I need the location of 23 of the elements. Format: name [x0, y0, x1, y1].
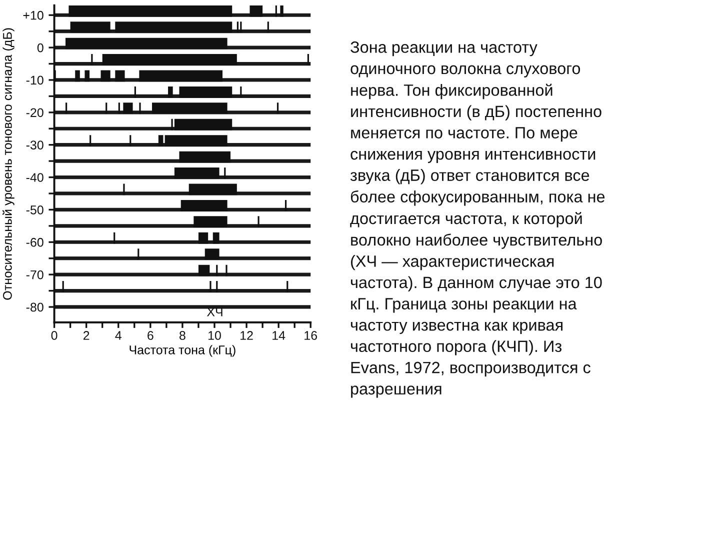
x-tick-label: 6 — [148, 331, 154, 340]
y-tick-label: -60 — [26, 238, 44, 247]
x-tick-label: 4 — [115, 331, 122, 340]
y-tick-label: -40 — [26, 173, 44, 182]
y-tick-label: -80 — [26, 302, 44, 312]
x-tick-label: 0 — [51, 331, 58, 340]
x-tick-label: 16 — [304, 331, 318, 340]
x-tick-label: 10 — [208, 331, 221, 340]
x-tick-label: 14 — [272, 331, 286, 340]
y-tick-label: -20 — [26, 108, 44, 118]
y-tick-label: -50 — [26, 205, 44, 214]
y-tick-label: 0 — [37, 43, 44, 52]
y-tick-label: -10 — [26, 76, 44, 85]
annotation: ХЧ — [206, 308, 222, 316]
x-tick-label: 2 — [83, 331, 90, 340]
y-tick-label: -70 — [26, 270, 44, 280]
x-tick-label: 8 — [180, 331, 186, 340]
y-tick-label: -30 — [26, 140, 44, 150]
y-axis-title: Относительный уровень тонового сигнала (дБ) — [2, 28, 14, 300]
text: Зона реакции на частоту одиночного волокна слухового нерва. Тон фиксированной интенсивности (в дБ) постепенно меняется по частоте. По мере снижения уровня интенсивности звука (дБ) ответ становится все более сфокусированным, пока не достигается частота, к которой волокно наиболее чувствительно (ХЧ — характеристическая частота). В данном случае это 10 кГц. Граница зоны реакции на частоту известна как кривая частотного порога (КЧП). Из Evans, 1972, воспроизводится с разрешения — [350, 41, 605, 398]
y-tick-label: +10 — [23, 10, 44, 20]
x-axis-title: Частота тона (кГц) — [130, 345, 236, 357]
x-tick-label: 12 — [240, 331, 253, 340]
